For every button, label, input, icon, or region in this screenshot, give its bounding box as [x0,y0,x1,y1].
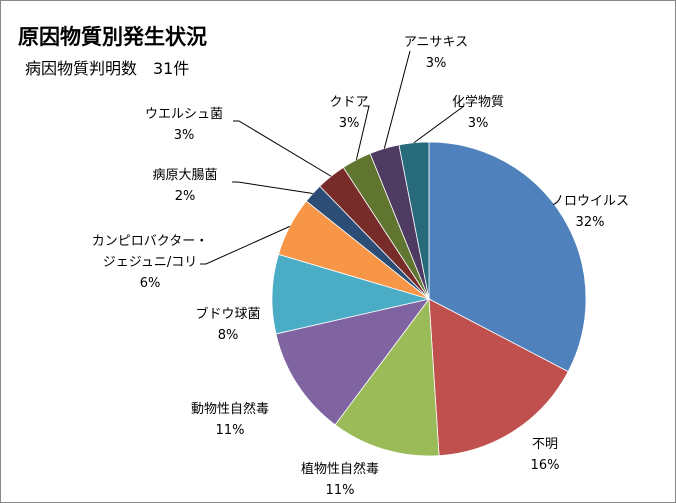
slice-percent: 11% [216,423,245,438]
slice-label: ノロウイルス 32% [551,194,629,230]
slice-percent: 3% [426,56,447,71]
slice-percent: 3% [174,128,195,143]
pie-slice [428,298,569,457]
chart-subtitle: 病因物質判明数 31件 [25,59,190,78]
slice-percent: 3% [468,116,489,131]
slice-label: 動物性自然毒 11% [191,401,269,438]
slice-category: ウエルシュ菌 [145,107,223,122]
pie-slice [334,297,440,457]
leader-line [383,50,411,149]
leader-line [233,120,332,177]
slice-category: 植物性自然毒 [301,461,379,477]
slice-category: 化学物質 [452,94,504,110]
slice-category: 病原大腸菌 [152,168,217,183]
slice-label: 病原大腸菌 2% [152,168,217,204]
slice-category: カンピロバクター・ [92,234,208,249]
slice-percent: 11% [326,483,355,498]
slice-percent: 6% [140,276,161,291]
leader-line [355,105,370,160]
slice-label: ブドウ球菌 8% [195,306,260,343]
slice-percent: 3% [339,116,360,131]
slice-category: クドア [329,95,368,110]
leader-line [200,225,291,265]
slice-label: アニサキス 3% [404,35,468,71]
slice-category: 動物性自然毒 [191,401,269,417]
slice-label: クドア 3% [329,95,368,131]
slice-category: アニサキス [404,35,468,50]
slice-label: ウエルシュ菌 3% [145,107,223,143]
slice-percent: 8% [218,328,239,343]
slice-label: 化学物質 3% [452,94,504,131]
slice-label: カンピロバクター・ジェジュニ/コリ 6% [92,234,208,291]
leader-line [413,105,465,144]
slice-category: 不明 [532,437,558,452]
slice-percent: 16% [531,458,560,473]
pie-slice [275,298,430,426]
chart-title: 原因物質別発生状況 [18,25,207,49]
slice-percent: 2% [175,189,196,204]
slice-category: ジェジュニ/コリ [103,255,197,270]
slice-percent: 32% [576,215,605,230]
slice-category: ノロウイルス [551,194,629,209]
pie-slice [428,141,587,373]
slice-label: 植物性自然毒 11% [301,461,379,498]
slice-category: ブドウ球菌 [195,306,260,322]
slice-label: 不明 16% [531,437,560,473]
leader-line [232,181,313,194]
